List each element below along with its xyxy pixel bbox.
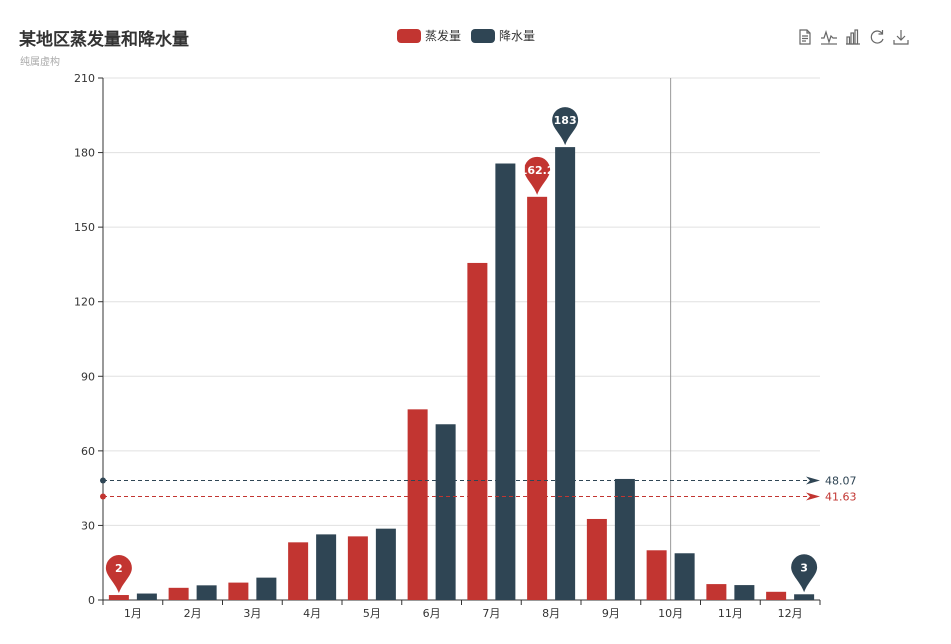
- y-tick-label: 0: [88, 594, 95, 607]
- markline-label: 41.63: [825, 491, 857, 504]
- x-tick-label: 7月: [482, 607, 500, 620]
- x-tick-label: 2月: [184, 607, 202, 620]
- legend-swatch-evaporation: [397, 28, 421, 43]
- bar-precipitation: [316, 534, 337, 600]
- bar-precipitation: [196, 585, 217, 600]
- bar-evaporation: [467, 262, 488, 600]
- x-tick-label: 4月: [303, 607, 321, 620]
- bar-precipitation: [375, 528, 396, 600]
- bar-evaporation: [766, 591, 787, 600]
- bar-precipitation: [614, 478, 635, 600]
- y-tick-label: 90: [81, 370, 95, 383]
- bar-evaporation: [108, 595, 129, 600]
- x-tick-label: 10月: [658, 607, 683, 620]
- bar-precipitation: [794, 594, 815, 600]
- x-tick-label: 8月: [542, 607, 560, 620]
- y-tick-label: 60: [81, 445, 95, 458]
- chart-subtitle: 纯属虚构: [20, 57, 60, 68]
- bar-precipitation: [555, 147, 576, 601]
- markpoint-label: 2: [115, 562, 123, 575]
- markline-arrow: [806, 492, 820, 501]
- download-icon[interactable]: [892, 28, 910, 46]
- line-chart-icon[interactable]: [820, 28, 838, 46]
- bar-precipitation: [136, 593, 157, 600]
- bar-evaporation: [288, 542, 309, 600]
- markpoint-pin: [105, 555, 132, 594]
- bar-evaporation: [706, 584, 727, 600]
- x-tick-label: 5月: [363, 607, 381, 620]
- legend: 蒸发量 降水量: [397, 27, 545, 44]
- bar-precipitation: [435, 424, 456, 600]
- markpoint-label: 183: [554, 114, 577, 127]
- markpoint-label: 3: [800, 561, 808, 574]
- bar-precipitation: [734, 585, 755, 600]
- toolbox: [796, 28, 916, 46]
- x-tick-label: 11月: [718, 607, 743, 620]
- bar-evaporation: [168, 587, 189, 600]
- legend-swatch-precipitation: [471, 28, 496, 43]
- legend-label-evaporation: 蒸发量: [425, 29, 462, 43]
- x-tick-label: 6月: [423, 607, 441, 620]
- bar-chart-icon[interactable]: [844, 28, 862, 46]
- bar-evaporation: [646, 550, 667, 600]
- markpoint-pin: [791, 554, 818, 593]
- markline-arrow: [806, 476, 820, 485]
- y-tick-label: 180: [74, 147, 95, 160]
- bar-precipitation: [674, 553, 695, 600]
- y-tick-label: 210: [74, 72, 95, 85]
- markline-label: 48.07: [825, 475, 857, 488]
- data-view-icon[interactable]: [796, 28, 814, 46]
- x-tick-label: 3月: [243, 607, 261, 620]
- x-tick-label: 12月: [778, 607, 803, 620]
- y-tick-label: 150: [74, 221, 95, 234]
- legend-label-precipitation: 降水量: [499, 29, 536, 43]
- y-tick-label: 30: [81, 519, 95, 532]
- markpoint-pin: [552, 107, 579, 146]
- bar-evaporation: [347, 536, 368, 600]
- markpoint-pin: [524, 156, 551, 195]
- x-tick-label: 1月: [124, 607, 142, 620]
- chart-title: 某地区蒸发量和降水量: [19, 30, 189, 50]
- bar-evaporation: [228, 582, 249, 600]
- bar-evaporation: [586, 518, 607, 600]
- bar-precipitation: [495, 163, 516, 600]
- markpoint-label: 162.2: [520, 164, 555, 177]
- legend-item-precipitation[interactable]: 降水量: [471, 27, 535, 44]
- bar-precipitation: [256, 577, 277, 600]
- y-tick-label: 120: [74, 296, 95, 309]
- legend-item-evaporation[interactable]: 蒸发量: [397, 27, 461, 44]
- bar-evaporation: [527, 196, 548, 600]
- restore-icon[interactable]: [868, 28, 886, 46]
- x-tick-label: 9月: [602, 607, 620, 620]
- bar-evaporation: [407, 409, 428, 600]
